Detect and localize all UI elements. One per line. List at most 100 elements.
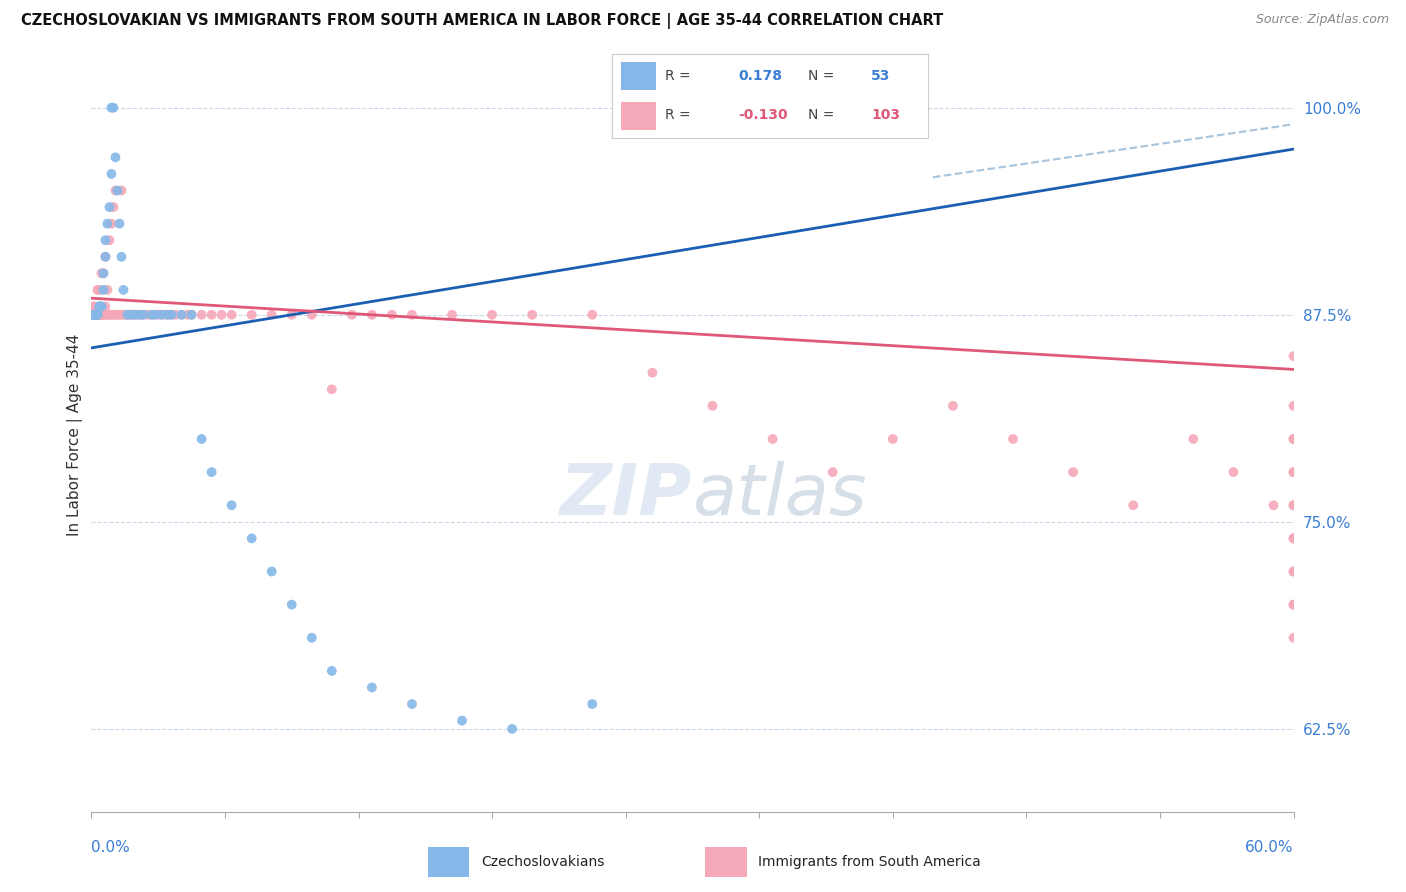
Point [86,308,108,322]
Point [82,308,104,322]
Point [94,233,117,247]
Text: Source: ZipAtlas.com: Source: ZipAtlas.com [1256,13,1389,27]
Point [152,308,174,322]
Point [160,308,183,322]
Point [108,217,131,231]
Point [94,308,117,322]
Text: Immigrants from South America: Immigrants from South America [758,855,981,869]
Text: atlas: atlas [692,460,868,530]
Point [1282,532,1305,546]
Point [90,308,112,322]
Point [82,308,104,322]
Point [1282,532,1305,546]
Bar [706,847,747,877]
Bar [621,62,655,90]
Point [381,308,404,322]
Point [84,308,107,322]
Point [104,150,127,164]
Point [1122,498,1144,512]
Point [141,308,163,322]
Point [1282,565,1305,579]
Point [176,308,198,322]
Point [1282,465,1305,479]
Point [98,233,121,247]
Point [93,266,115,280]
Point [86,308,108,322]
Point [100,308,122,322]
Point [1282,399,1305,413]
Point [160,308,183,322]
Point [522,308,544,322]
Point [481,308,503,322]
Point [360,308,382,322]
Point [190,432,212,446]
Point [882,432,904,446]
Point [180,308,202,322]
Point [82,308,104,322]
Point [260,565,283,579]
Point [82,308,104,322]
Point [1001,432,1024,446]
Point [401,308,423,322]
Point [1282,598,1305,612]
Point [201,465,224,479]
Text: R =: R = [665,70,690,83]
Point [89,308,111,322]
Point [281,308,304,322]
Point [281,598,304,612]
Point [1282,349,1305,363]
Point [501,722,523,736]
Point [110,250,132,264]
Point [124,308,146,322]
Point [148,308,170,322]
Point [1062,465,1084,479]
Point [641,366,664,380]
Text: 0.178: 0.178 [738,70,782,83]
Point [1282,432,1305,446]
Text: 60.0%: 60.0% [1246,840,1294,855]
Point [100,308,122,322]
Point [104,308,127,322]
Point [340,308,363,322]
Point [1182,432,1205,446]
Point [401,697,423,711]
Point [86,283,108,297]
Point [86,308,108,322]
Point [98,200,121,214]
Point [131,308,153,322]
Point [156,308,179,322]
Point [104,184,127,198]
Point [121,308,143,322]
Point [93,266,115,280]
Bar [621,102,655,130]
Point [128,308,150,322]
Text: 53: 53 [872,70,890,83]
Point [170,308,193,322]
Point [321,382,343,396]
Point [1282,498,1305,512]
Text: 0.0%: 0.0% [91,840,131,855]
Text: CZECHOSLOVAKIAN VS IMMIGRANTS FROM SOUTH AMERICA IN LABOR FORCE | AGE 35-44 CORR: CZECHOSLOVAKIAN VS IMMIGRANTS FROM SOUTH… [21,13,943,29]
Point [93,283,115,297]
Point [1222,465,1244,479]
Point [94,250,117,264]
Point [89,308,111,322]
Point [86,308,108,322]
Point [240,308,263,322]
Point [110,308,132,322]
Point [114,308,136,322]
Point [98,308,121,322]
Point [1282,598,1305,612]
Point [84,308,107,322]
Text: Czechoslovakians: Czechoslovakians [481,855,605,869]
Point [100,217,122,231]
Text: N =: N = [808,70,834,83]
Point [136,308,159,322]
Point [1282,631,1305,645]
Point [82,308,104,322]
Point [762,432,785,446]
Point [440,308,463,322]
Point [821,465,844,479]
Point [145,308,167,322]
Point [103,308,125,322]
